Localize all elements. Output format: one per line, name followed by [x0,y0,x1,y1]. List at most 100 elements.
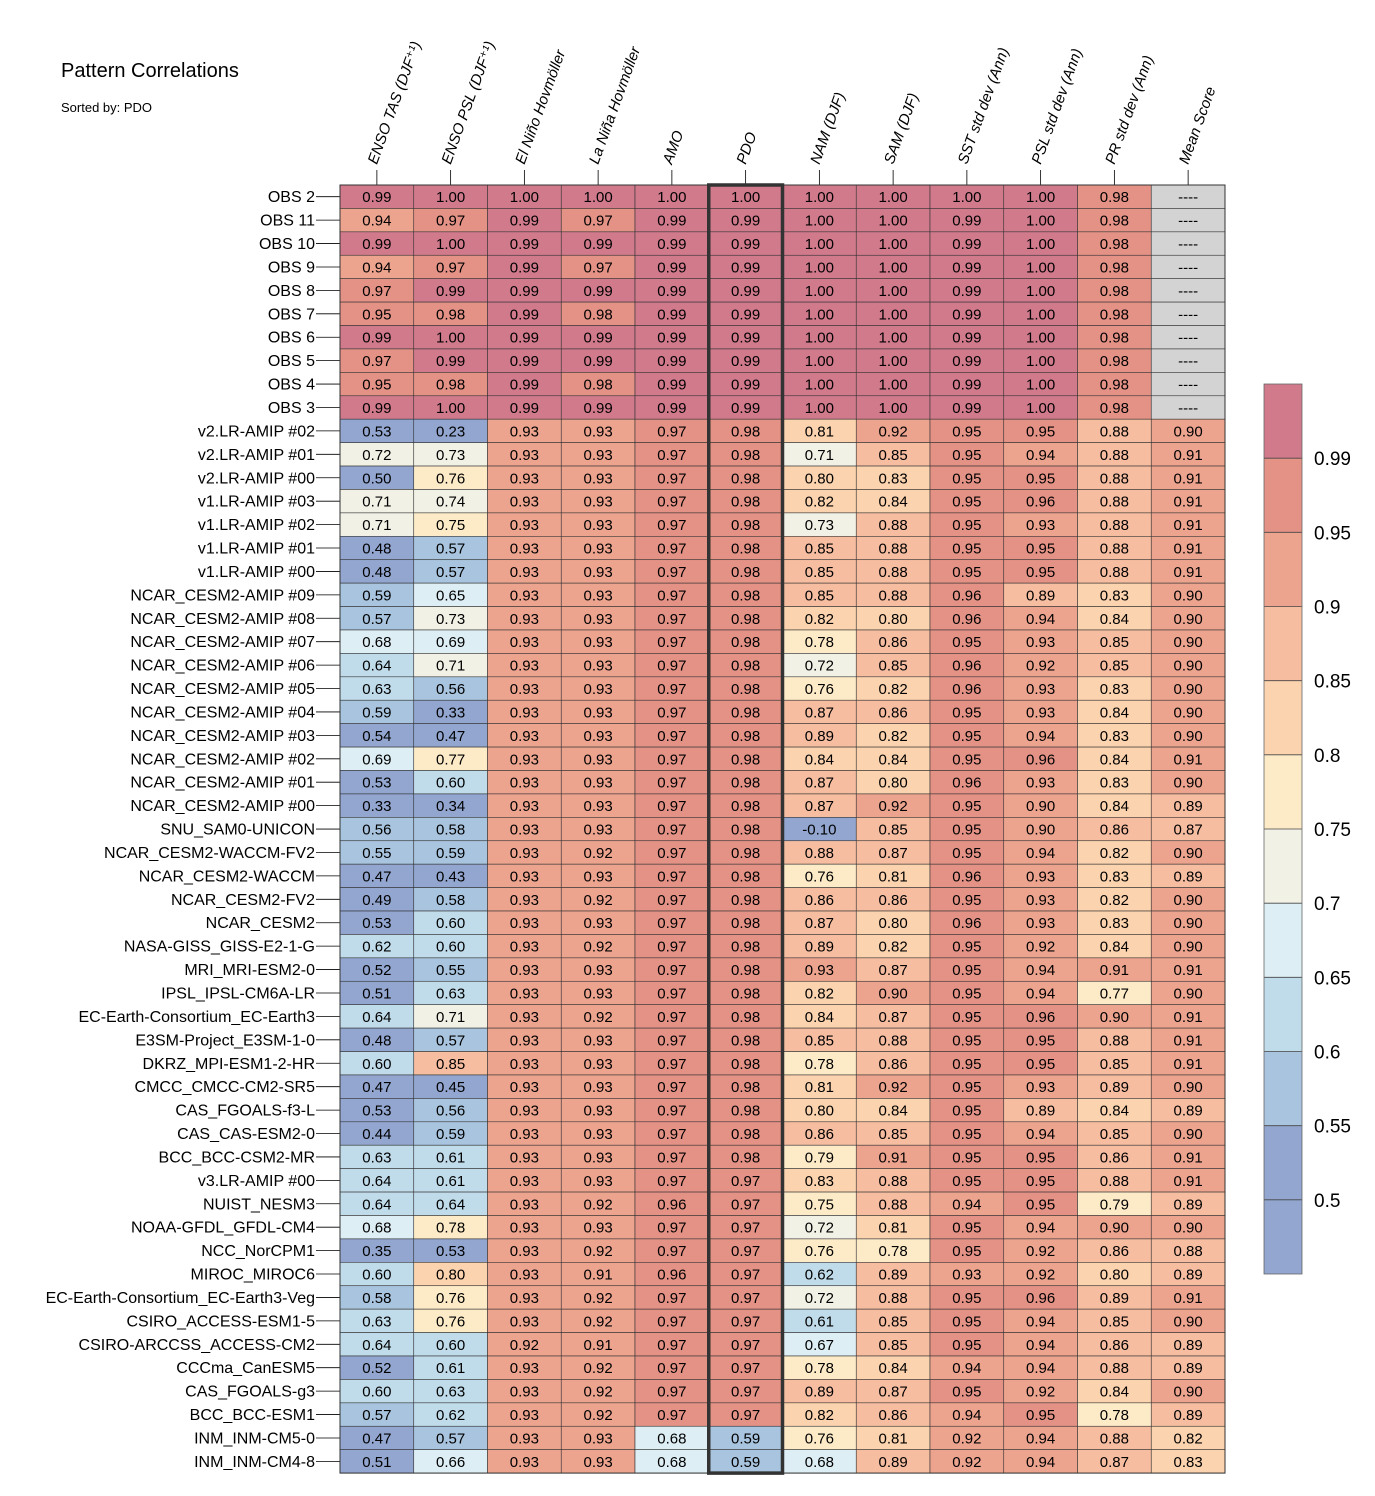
cell-value: 0.99 [952,400,981,417]
cell-value: 0.71 [805,447,834,464]
cell-value: 0.92 [1026,1384,1055,1401]
cell-value: 0.93 [584,423,613,440]
cell-value: 0.87 [805,704,834,721]
cell-value: 0.91 [1174,962,1203,979]
cell-value: 0.99 [436,283,465,300]
cell-value: 0.93 [584,822,613,839]
cell-value: 0.92 [510,1337,539,1354]
cell-value: 0.86 [805,892,834,909]
cell-value: 0.86 [879,892,908,909]
row-label: NCAR_CESM2-AMIP #03 [130,728,315,745]
cell-value: 0.93 [510,845,539,862]
cell-value: 0.85 [805,587,834,604]
cell-value: 0.92 [584,845,613,862]
cell-value: 0.90 [1174,1220,1203,1237]
cell-value: 0.78 [879,1243,908,1260]
cell-value: 0.94 [1026,1430,1055,1447]
cell-value: 0.57 [436,541,465,558]
cell-value: 0.89 [805,939,834,956]
cell-value: 0.94 [1026,1220,1055,1237]
cell-value: 0.94 [952,1407,981,1424]
cell-value: 0.86 [879,704,908,721]
cell-value: 1.00 [436,236,465,253]
cell-value: 0.93 [584,611,613,628]
cell-value: 0.33 [436,704,465,721]
cell-value: 0.95 [952,798,981,815]
cell-value: 0.97 [657,1407,686,1424]
cell-value: 0.92 [1026,939,1055,956]
cell-value: 0.91 [1174,541,1203,558]
cell-value: 0.62 [805,1267,834,1284]
cell-value: 0.92 [584,1407,613,1424]
cell-value: 0.93 [510,1220,539,1237]
cell-value: 0.93 [584,634,613,651]
cell-value: 0.85 [1100,634,1129,651]
cell-value: 1.00 [805,377,834,394]
cell-value: 0.71 [362,494,391,511]
cell-value: 0.94 [1026,985,1055,1002]
cell-value: 0.84 [1100,939,1129,956]
cell-value: 0.95 [1026,1407,1055,1424]
cell-value: 0.97 [657,587,686,604]
cell-value: 0.58 [436,822,465,839]
cell-value: 1.00 [805,283,834,300]
cell-value: 0.84 [879,1360,908,1377]
column-label: NAM (DJF) [807,90,849,166]
cell-value: 0.95 [1026,541,1055,558]
colorbar-tick-label: 0.95 [1314,523,1351,544]
row-label: NCAR_CESM2-AMIP #01 [130,775,315,792]
cell-value: 0.98 [731,798,760,815]
cell-value: 0.93 [584,658,613,675]
row-label: NCAR_CESM2-AMIP #05 [130,681,315,698]
cell-value: 0.88 [1100,1032,1129,1049]
cell-value: 0.89 [879,1454,908,1471]
cell-value: 0.53 [436,1243,465,1260]
cell-value: 0.84 [1100,611,1129,628]
cell-value: 0.90 [1174,611,1203,628]
cell-value: 0.77 [1100,985,1129,1002]
row-label: EC-Earth-Consortium_EC-Earth3 [78,1009,315,1026]
column-label: PR std dev (Ann) [1102,53,1157,166]
cell-value: 0.59 [362,704,391,721]
cell-value: 0.95 [952,494,981,511]
cell-value: 0.93 [1026,517,1055,534]
cell-value: 0.63 [362,1149,391,1166]
row-label: v2.LR-AMIP #00 [198,470,315,487]
cell-value: 0.89 [1100,1290,1129,1307]
row-label: NCAR_CESM2-AMIP #08 [130,611,315,628]
cell-value: 0.61 [436,1149,465,1166]
cell-value: 0.98 [731,541,760,558]
cell-value: 0.93 [510,587,539,604]
cell-value: 0.83 [1100,728,1129,745]
colorbar-frame [1263,383,1303,1275]
cell-value: 0.93 [1026,775,1055,792]
cell-value: 0.86 [1100,1149,1129,1166]
cell-value: 0.95 [1026,1149,1055,1166]
colorbar-bin [1264,680,1302,755]
cell-value: 0.50 [362,470,391,487]
colorbar-tick-label: 0.5 [1314,1191,1340,1212]
cell-value: 0.97 [657,423,686,440]
chart-subtitle: Sorted by: PDO [61,100,153,115]
row-label: v2.LR-AMIP #02 [198,423,315,440]
cell-value: 0.96 [952,587,981,604]
cell-value: 0.97 [731,1407,760,1424]
cell-value: 0.91 [879,1149,908,1166]
cell-value: ---- [1178,189,1198,206]
cell-value: 0.97 [657,939,686,956]
cell-value: 0.88 [1100,447,1129,464]
cell-value: 0.91 [584,1267,613,1284]
cell-value: 0.95 [952,1290,981,1307]
cell-value: 0.74 [436,494,465,511]
cell-value: 0.68 [362,634,391,651]
cell-value: 1.00 [879,377,908,394]
cell-value: 0.99 [731,236,760,253]
cell-value: 0.97 [657,822,686,839]
cell-value: 0.78 [805,1056,834,1073]
cell-value: 0.95 [952,822,981,839]
cell-value: 0.91 [1174,751,1203,768]
cell-value: 0.90 [1174,892,1203,909]
cell-value: 0.52 [362,962,391,979]
cell-value: 0.93 [510,822,539,839]
cell-value: 0.97 [731,1360,760,1377]
